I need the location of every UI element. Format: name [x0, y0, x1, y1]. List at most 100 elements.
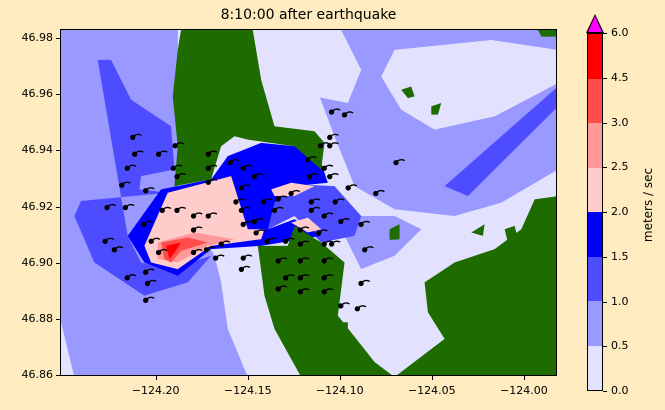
y-tick-mark: [56, 150, 60, 152]
particle-marker: [203, 247, 210, 253]
particle-marker: [304, 157, 311, 163]
particle-marker: [373, 190, 379, 197]
colorbar-tick-label: 4.5: [611, 70, 629, 84]
x-tick-label: −124.15: [223, 384, 272, 397]
speed-band-2-2.5-east: [271, 182, 315, 197]
colorbar-tick-mark: [603, 33, 607, 34]
particle-marker: [275, 258, 281, 264]
particle-marker: [218, 241, 224, 247]
land-south-peninsula: [257, 225, 392, 375]
particle-marker: [240, 221, 246, 228]
x-tick-mark: [155, 376, 157, 380]
land-island-1: [401, 86, 415, 99]
speed-band-4.5-6: [166, 242, 182, 260]
colorbar-over-arrow: [588, 16, 602, 32]
x-tick-mark: [247, 376, 249, 380]
particle-marker: [233, 199, 239, 205]
y-tick-mark: [56, 375, 60, 377]
colorbar-tick-label: 1.5: [611, 249, 629, 263]
colorbar-segment: [588, 256, 602, 301]
particle-marker: [321, 241, 327, 247]
particle-markers: [102, 108, 406, 312]
colorbar-tick-mark: [603, 77, 607, 79]
colorbar-tick-mark: [603, 391, 607, 392]
land-island-4: [471, 224, 485, 236]
land-island-6: [537, 30, 556, 37]
speed-field-map: [61, 30, 556, 375]
particle-marker: [282, 238, 289, 244]
particle-marker: [253, 230, 259, 236]
colorbar-tick-mark: [603, 122, 607, 124]
particle-marker: [205, 179, 211, 185]
particle-marker: [345, 185, 351, 191]
colorbar-tick-label: 0.0: [611, 384, 629, 397]
particle-marker: [238, 185, 245, 191]
colorbar-tick-mark: [603, 301, 607, 303]
particle-marker: [122, 204, 129, 211]
particle-marker: [338, 218, 344, 225]
particle-marker: [271, 207, 278, 214]
particle-marker: [297, 241, 303, 247]
particle-marker: [143, 269, 149, 275]
colorbar-tick-mark: [603, 346, 607, 348]
particle-marker: [170, 165, 176, 171]
particle-marker: [308, 207, 315, 214]
y-tick-label: 46.96: [21, 87, 54, 101]
particle-marker: [327, 134, 333, 140]
particle-marker: [155, 249, 162, 256]
particle-marker: [328, 109, 335, 115]
particle-marker: [240, 255, 246, 261]
particle-marker: [393, 159, 399, 166]
x-tick-mark: [339, 376, 341, 380]
y-tick-mark: [56, 206, 60, 208]
particle-marker: [306, 174, 313, 180]
particle-marker: [321, 289, 327, 295]
colorbar-tick-label: 3.0: [611, 115, 629, 129]
particle-marker: [174, 207, 180, 214]
particle-marker: [328, 241, 335, 247]
particle-marker: [155, 151, 162, 157]
particle-marker: [275, 196, 281, 202]
x-tick-label: −124.20: [131, 384, 180, 397]
x-tick-label: −124.10: [315, 384, 364, 397]
particle-marker: [251, 174, 257, 180]
particle-marker: [190, 213, 197, 219]
particle-marker: [341, 112, 348, 118]
particle-marker: [141, 221, 147, 228]
particle-marker: [212, 255, 219, 261]
x-tick-label: −124.05: [407, 384, 456, 397]
x-tick-label: −124.00: [500, 384, 548, 397]
particle-marker: [143, 188, 149, 194]
colorbar: [587, 33, 603, 391]
y-tick-mark: [56, 318, 60, 320]
y-tick-label: 46.92: [21, 199, 54, 213]
y-tick-mark: [56, 37, 60, 39]
particle-marker: [297, 289, 303, 295]
colorbar-tick-mark: [603, 256, 607, 258]
colorbar-segment: [588, 167, 602, 212]
y-tick-label: 46.90: [21, 255, 54, 269]
particle-marker: [317, 143, 324, 149]
particle-marker: [332, 199, 338, 205]
particle-marker: [159, 207, 165, 214]
particle-marker: [275, 286, 281, 292]
colorbar-tick-label: 1.0: [611, 294, 629, 308]
particle-marker: [240, 165, 246, 171]
particle-marker: [148, 238, 154, 244]
particle-marker: [264, 238, 270, 244]
land-island-7: [334, 322, 348, 334]
colorbar-tick-mark: [603, 167, 607, 169]
y-tick-mark: [56, 262, 60, 264]
particle-marker: [144, 280, 151, 287]
colorbar-label: meters / sec: [641, 167, 655, 243]
x-tick-mark: [431, 376, 433, 380]
particle-marker: [143, 297, 149, 303]
particle-marker: [297, 258, 303, 264]
x-tick-mark: [523, 376, 525, 380]
colorbar-tick-label: 2.0: [611, 205, 629, 218]
particle-marker: [327, 174, 333, 180]
particle-marker: [190, 227, 197, 233]
y-tick-label: 46.86: [21, 368, 54, 382]
particle-marker: [297, 227, 303, 233]
y-tick-mark: [56, 94, 60, 96]
